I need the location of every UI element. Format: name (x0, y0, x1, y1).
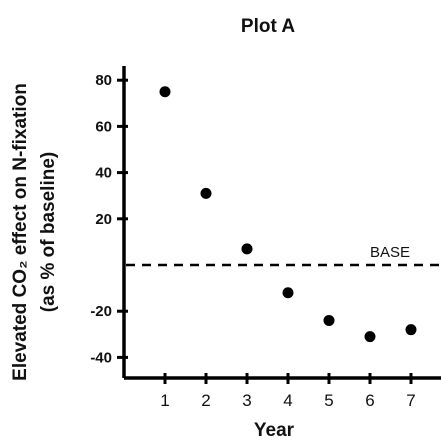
y-tick-label: 80 (95, 72, 112, 89)
x-tick-label: 3 (242, 391, 251, 410)
x-tick-label: 6 (365, 391, 374, 410)
x-tick-label: 4 (283, 391, 292, 410)
y-axis-label-line2: (as % of baseline) (38, 152, 59, 313)
x-tick-label: 2 (201, 391, 210, 410)
y-tick-label: 20 (95, 211, 112, 228)
data-point (241, 243, 253, 255)
data-point (159, 86, 171, 98)
x-tick-label: 7 (406, 391, 415, 410)
x-tick-label: 1 (160, 391, 169, 410)
data-point (200, 187, 212, 199)
data-point (364, 331, 376, 343)
data-point (282, 287, 294, 299)
x-axis-label: Year (254, 420, 295, 441)
data-points (159, 86, 417, 343)
data-point (405, 324, 417, 336)
chart-title: Plot A (241, 16, 295, 37)
y-tick-label: 60 (95, 118, 112, 135)
y-tick-label: -20 (90, 303, 112, 320)
y-axis-label: Elevated CO₂ effect on N-fixation (as % … (10, 83, 59, 381)
y-tick-label: -40 (90, 349, 112, 366)
reference-line-label: BASE (370, 244, 410, 261)
y-axis-label-line1: Elevated CO₂ effect on N-fixation (10, 83, 31, 381)
y-ticks: 80 60 40 20 -20 -40 (90, 72, 128, 366)
y-tick-label: 40 (95, 165, 112, 182)
x-tick-label: 5 (324, 391, 333, 410)
data-point (323, 314, 335, 326)
x-ticks: 1 2 3 4 5 6 7 (160, 373, 416, 410)
